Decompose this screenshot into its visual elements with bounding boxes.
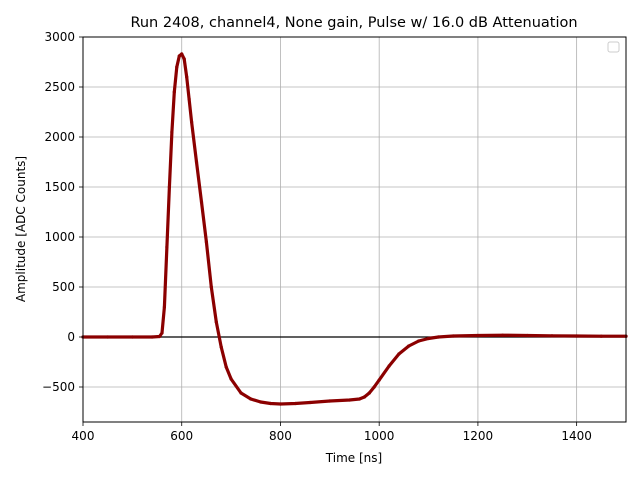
waveform-point xyxy=(407,344,411,348)
waveform-point xyxy=(426,336,431,341)
waveform-point xyxy=(229,377,233,381)
waveform-point xyxy=(348,398,352,402)
waveform-point xyxy=(278,402,283,406)
waveform-point xyxy=(436,335,440,339)
waveform-point xyxy=(150,335,154,339)
y-axis-ticks: −500 0 500 1000 1500 2000 2500 3000 xyxy=(42,30,83,394)
waveform-point xyxy=(167,185,171,189)
y-axis-label: Amplitude [ADC Counts] xyxy=(14,156,28,302)
waveform-point xyxy=(328,399,332,403)
x-tick-label: 1200 xyxy=(463,429,494,443)
waveform-point xyxy=(190,120,194,124)
x-tick-label: 1400 xyxy=(561,429,592,443)
waveform-point xyxy=(162,305,166,309)
waveform-point xyxy=(357,397,361,401)
waveform-point xyxy=(185,75,189,79)
x-tick-label: 1000 xyxy=(364,429,395,443)
waveform-point xyxy=(451,334,455,338)
waveform-point xyxy=(575,334,579,338)
waveform-point xyxy=(377,378,381,382)
waveform-point xyxy=(249,397,253,401)
series-layer xyxy=(81,52,628,406)
waveform-point xyxy=(187,97,191,101)
x-axis-label: Time [ns] xyxy=(325,451,382,465)
waveform-point xyxy=(165,245,169,249)
y-tick-label: −500 xyxy=(42,380,75,394)
waveform-point xyxy=(209,285,213,289)
waveform-point xyxy=(194,160,199,164)
waveform-point xyxy=(417,339,421,343)
waveform-point xyxy=(175,65,179,69)
waveform-point xyxy=(367,391,371,395)
waveform-point xyxy=(397,352,401,356)
y-tick-label: 3000 xyxy=(44,30,75,44)
waveform-point xyxy=(239,391,243,395)
waveform-point xyxy=(177,54,181,58)
x-tick-label: 600 xyxy=(170,429,193,443)
waveform-point xyxy=(387,364,391,368)
waveform-point xyxy=(550,334,554,338)
y-tick-label: 2000 xyxy=(44,130,75,144)
waveform-point xyxy=(224,365,228,369)
waveform-point xyxy=(219,345,223,349)
waveform-point xyxy=(293,401,297,406)
x-tick-label: 400 xyxy=(72,429,95,443)
waveform-point xyxy=(199,200,204,204)
waveform-point xyxy=(214,320,218,324)
waveform-point xyxy=(599,334,603,338)
waveform-point xyxy=(204,240,208,244)
waveform-point xyxy=(157,334,162,339)
waveform-line xyxy=(81,52,628,406)
y-tick-label: 1000 xyxy=(44,230,75,244)
y-tick-label: 2500 xyxy=(44,80,75,94)
chart-title: Run 2408, channel4, None gain, Pulse w/ … xyxy=(130,15,577,31)
waveform-point xyxy=(476,333,480,338)
y-tick-label: 0 xyxy=(67,330,75,344)
waveform-point xyxy=(180,52,184,56)
waveform-point xyxy=(372,385,376,389)
waveform-point xyxy=(172,90,176,94)
x-axis-ticks: 400 600 800 1000 1200 1400 xyxy=(72,422,592,443)
y-tick-label: 1500 xyxy=(44,180,75,194)
waveform-point xyxy=(501,333,505,337)
waveform-point xyxy=(182,57,186,61)
waveform-point xyxy=(106,335,110,339)
waveform-point xyxy=(362,395,366,399)
waveform-point xyxy=(269,401,273,406)
legend-box xyxy=(607,41,620,53)
grid-lines xyxy=(82,36,626,422)
x-tick-label: 800 xyxy=(269,429,292,443)
waveform-point xyxy=(130,335,134,339)
waveform-point xyxy=(170,130,174,134)
waveform-point xyxy=(160,331,164,335)
plot-frame xyxy=(82,36,627,423)
waveform-point xyxy=(259,400,263,404)
waveform-point xyxy=(308,400,312,405)
waveform-point xyxy=(525,333,529,338)
y-tick-label: 500 xyxy=(52,280,75,294)
